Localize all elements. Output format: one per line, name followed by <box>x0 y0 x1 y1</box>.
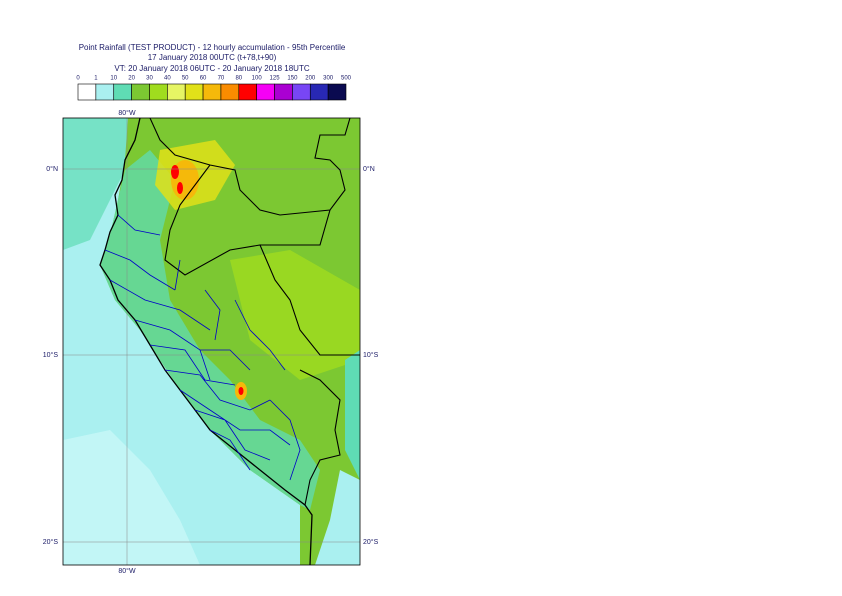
legend-swatch <box>113 83 132 101</box>
legend-swatch <box>149 83 168 101</box>
legend-swatch <box>131 83 150 101</box>
legend-swatch <box>167 83 186 101</box>
legend-label: 50 <box>182 76 189 82</box>
title-line: Point Rainfall (TEST PRODUCT) - 12 hourl… <box>79 43 346 52</box>
map-frame <box>62 117 361 566</box>
lat-label: 10°S <box>43 351 59 359</box>
legend-label: 0 <box>76 76 80 82</box>
map <box>63 118 360 565</box>
legend-swatch <box>238 83 257 101</box>
legend-swatch <box>256 83 275 101</box>
legend-label: 30 <box>146 76 153 82</box>
lat-label: 10°S <box>363 351 379 359</box>
lat-label: 20°S <box>363 538 379 546</box>
legend-label: 20 <box>128 76 135 82</box>
legend-swatch <box>309 83 329 101</box>
legend-label: 40 <box>164 76 171 82</box>
legend-label: 80 <box>235 76 242 82</box>
legend-label: 500 <box>341 76 352 82</box>
legend: 0 1 10 20 30 40 50 60 70 80 100 125 150 200 300 500 <box>76 76 352 101</box>
region-boundary <box>104 214 301 481</box>
title-line: VT: 20 January 2018 06UTC - 20 January 2… <box>114 64 309 73</box>
rain-area <box>100 150 320 510</box>
border <box>149 118 360 506</box>
legend-label: 150 <box>287 76 298 82</box>
legend-swatch <box>184 83 204 101</box>
legend-label: 200 <box>305 76 316 82</box>
lat-label: 0°N <box>363 165 375 173</box>
rain-area <box>63 430 200 565</box>
legend-label: 125 <box>270 76 281 82</box>
legend-swatch <box>327 83 347 101</box>
legend-label: 70 <box>218 76 225 82</box>
lat-label: 20°S <box>43 538 59 546</box>
legend-label: 10 <box>110 76 117 82</box>
header: Point Rainfall (TEST PRODUCT) - 12 hourl… <box>79 43 346 73</box>
rain-area <box>171 165 179 179</box>
rain-area <box>177 182 183 194</box>
title-line: 17 January 2018 00UTC (t+78,t+90) <box>148 53 277 62</box>
legend-label: 60 <box>200 76 207 82</box>
legend-label: 300 <box>323 76 334 82</box>
legend-swatch <box>95 83 115 101</box>
lat-label: 0°N <box>46 165 58 173</box>
legend-swatch <box>220 83 240 101</box>
legend-swatch <box>274 83 293 101</box>
legend-swatch <box>202 83 222 101</box>
lon-label: 80°W <box>118 567 136 575</box>
legend-label: 1 <box>94 76 98 82</box>
rain-area <box>238 387 244 395</box>
legend-label: 100 <box>252 76 263 82</box>
lon-label: 80°W <box>118 109 136 117</box>
legend-swatch <box>292 83 311 101</box>
rain-area <box>345 350 360 480</box>
legend-swatch <box>77 83 97 101</box>
